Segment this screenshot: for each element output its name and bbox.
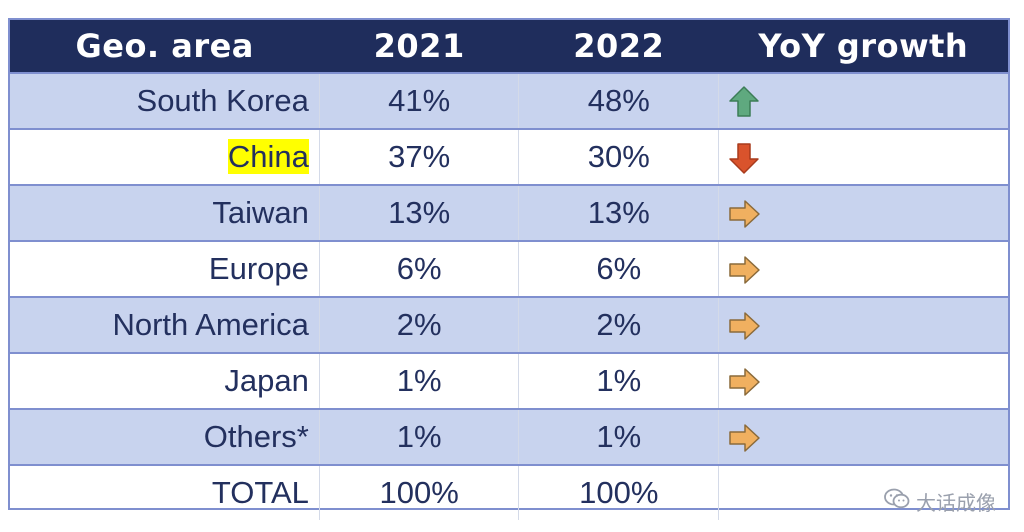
- cell-2022: 2%: [518, 296, 720, 353]
- table-row: North America 2% 2%: [10, 296, 1008, 353]
- arrow-right-icon: [729, 256, 760, 285]
- table-row: Europe 6% 6%: [10, 240, 1008, 297]
- header-row: Geo. area 2021 2022 YoY growth: [10, 20, 1008, 73]
- cell-yoy-growth: [718, 464, 1008, 520]
- cell-2022: 6%: [518, 240, 720, 297]
- cell-yoy-growth: [718, 72, 1008, 129]
- geo-area-label: China: [227, 139, 309, 174]
- geo-area-label: South Korea: [136, 83, 309, 118]
- cell-geo-area: Japan: [10, 352, 320, 409]
- cell-yoy-growth: [718, 408, 1008, 465]
- cell-geo-area: Europe: [10, 240, 320, 297]
- geo-area-label: Japan: [224, 363, 309, 398]
- cell-yoy-growth: [718, 184, 1008, 241]
- cell-2022: 100%: [518, 464, 720, 520]
- table-body: South Korea 41% 48% China 37% 30% Taiwan 13% 13%…: [10, 72, 1008, 520]
- table-row: TOTAL 100% 100%: [10, 464, 1008, 520]
- cell-geo-area: China: [10, 128, 320, 185]
- col-header-yoy-growth: YoY growth: [718, 20, 1008, 73]
- geo-area-label: TOTAL: [211, 475, 309, 510]
- cell-geo-area: North America: [10, 296, 320, 353]
- cell-geo-area: South Korea: [10, 72, 320, 129]
- arrow-up-icon: [729, 86, 759, 118]
- cell-2022: 13%: [518, 184, 720, 241]
- col-header-2021: 2021: [319, 20, 519, 73]
- geo-area-label: Europe: [208, 251, 309, 286]
- geo-area-label: Taiwan: [212, 195, 309, 230]
- cell-2021: 1%: [319, 352, 520, 409]
- geo-area-table: Geo. area 2021 2022 YoY growth South Kor…: [10, 20, 1008, 520]
- wechat-icon: [884, 488, 910, 515]
- watermark-text: 大话成像: [916, 491, 996, 515]
- watermark: 大话成像: [884, 487, 996, 516]
- cell-2022: 1%: [518, 408, 720, 465]
- data-table-container: Geo. area 2021 2022 YoY growth South Kor…: [8, 18, 1010, 520]
- cell-2022: 1%: [518, 352, 720, 409]
- cell-yoy-growth: [718, 352, 1008, 409]
- col-header-2022: 2022: [518, 20, 719, 73]
- geo-area-label: Others*: [203, 419, 309, 454]
- geo-area-label: North America: [112, 307, 309, 342]
- table-row: Japan 1% 1%: [10, 352, 1008, 409]
- cell-yoy-growth: [718, 240, 1008, 297]
- cell-geo-area: Taiwan: [10, 184, 320, 241]
- cell-2021: 6%: [319, 240, 520, 297]
- cell-2021: 2%: [319, 296, 520, 353]
- arrow-right-icon: [729, 368, 760, 397]
- cell-2021: 41%: [319, 72, 520, 129]
- arrow-right-icon: [729, 312, 760, 341]
- cell-geo-area: TOTAL: [10, 464, 320, 520]
- col-header-geo-area: Geo. area: [10, 20, 320, 73]
- cell-yoy-growth: [718, 128, 1008, 185]
- arrow-right-icon: [729, 200, 760, 229]
- cell-geo-area: Others*: [10, 408, 320, 465]
- cell-2022: 30%: [518, 128, 720, 185]
- table-row: Others* 1% 1%: [10, 408, 1008, 465]
- cell-2021: 1%: [319, 408, 520, 465]
- cell-2021: 100%: [319, 464, 520, 520]
- arrow-down-icon: [729, 143, 759, 175]
- cell-2021: 13%: [319, 184, 520, 241]
- table-row: China 37% 30%: [10, 128, 1008, 185]
- table-row: South Korea 41% 48%: [10, 72, 1008, 129]
- arrow-right-icon: [729, 424, 760, 453]
- cell-2021: 37%: [319, 128, 520, 185]
- cell-2022: 48%: [518, 72, 720, 129]
- table-row: Taiwan 13% 13%: [10, 184, 1008, 241]
- cell-yoy-growth: [718, 296, 1008, 353]
